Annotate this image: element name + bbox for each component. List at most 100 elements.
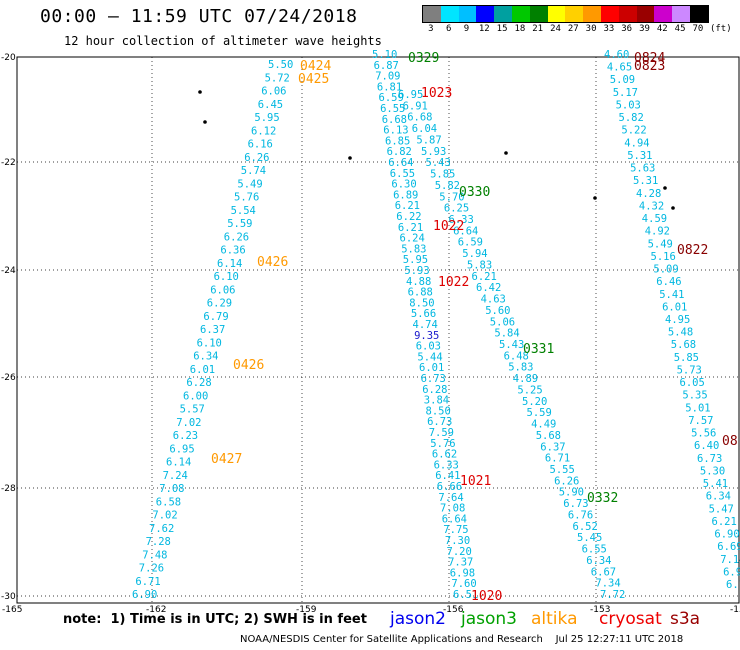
swh-value: 6.22 [396, 211, 421, 223]
swh-value: 4.32 [639, 200, 664, 212]
swh-value: 6.66 [437, 481, 462, 493]
swh-value: 7.30 [445, 535, 470, 547]
swh-value: 6.71 [135, 576, 160, 588]
colorbar-tick-label: 24 [550, 24, 561, 34]
pass-time-label: 0424 [300, 59, 331, 74]
swh-value: 8.50 [409, 297, 434, 309]
swh-value: 7.02 [152, 510, 177, 522]
swh-value: 3.84 [424, 395, 449, 407]
swh-value: 6.10 [197, 337, 222, 349]
island-marker [198, 90, 202, 94]
footer-credit: NOAA/NESDIS Center for Satellite Applica… [240, 634, 684, 645]
pass-time-label: 0822 [677, 243, 708, 258]
swh-value: 6.21 [398, 222, 423, 234]
swh-value: 8.50 [426, 405, 451, 417]
swh-value: 4.88 [406, 276, 431, 288]
colorbar-swatch [654, 6, 673, 22]
island-marker [663, 186, 667, 190]
swh-value: 7.20 [447, 546, 472, 558]
swh-value: 6.68 [407, 112, 432, 124]
legend-altika: altika [531, 609, 578, 629]
island-marker [504, 151, 508, 155]
pass-time-label: 1022 [438, 275, 469, 290]
colorbar-tick-label: 30 [585, 24, 597, 34]
swh-value: 5.41 [703, 478, 728, 490]
swh-value: 7.59 [429, 427, 454, 439]
swh-value: 6.14 [217, 258, 242, 270]
swh-value: 5.45 [577, 532, 602, 544]
pass-time-label: 0426 [257, 255, 288, 270]
swh-value: 6.64 [453, 225, 478, 237]
swh-value: 6.06 [261, 86, 286, 98]
colorbar-swatch [547, 6, 566, 22]
swh-value: 5.31 [627, 150, 652, 162]
swh-value: 6.73 [427, 416, 452, 428]
swh-value: 5.59 [527, 407, 552, 419]
swh-value: 6.34 [193, 351, 218, 363]
colorbar-tick-label: 42 [656, 24, 668, 34]
pass-time-label: 1023 [421, 86, 452, 101]
longitude-label: -156 [443, 605, 464, 615]
swh-value: 5.49 [648, 238, 673, 250]
swh-value: 6.55 [582, 544, 607, 556]
swh-value: 6.26 [224, 231, 249, 243]
swh-value: 5.50 [268, 59, 293, 71]
swh-value: 5.31 [633, 175, 658, 187]
swh-value: 6.21 [472, 271, 497, 283]
swh-value: 5.25 [517, 385, 542, 397]
swh-value: 6.64 [442, 513, 467, 525]
swh-value: 6.14 [166, 457, 191, 469]
swh-value: 7.14 [720, 554, 740, 566]
colorbar-tick-label: 15 [496, 24, 508, 34]
swh-value: 5.35 [682, 390, 707, 402]
swh-value: 6.67 [591, 566, 616, 578]
swh-value: 5.01 [685, 402, 710, 414]
note-text: note: 1) Time is in UTC; 2) SWH is in fe… [63, 612, 367, 627]
colorbar-swatch [618, 6, 637, 22]
swh-value: 6.12 [251, 125, 276, 137]
swh-value: 6.05 [680, 377, 705, 389]
colorbar-swatch [423, 6, 441, 22]
swh-value: 6.85 [385, 135, 410, 147]
swh-value: 6.51 [453, 589, 478, 601]
swh-value: 6.62 [432, 449, 457, 461]
pass-time-label: 0332 [587, 491, 618, 506]
swh-value: 5.68 [671, 339, 696, 351]
swh-value: 5.03 [616, 100, 641, 112]
swh-value: 6.52 [573, 521, 598, 533]
swh-value: 7.09 [375, 71, 400, 83]
swh-value: 6.01 [190, 364, 215, 376]
island-marker [203, 120, 207, 124]
swh-value: 6.73 [697, 453, 722, 465]
swh-value: 4.89 [513, 373, 538, 385]
legend-jason3: jason3 [461, 609, 517, 629]
swh-value: 7.24 [163, 470, 188, 482]
swh-value: 5.63 [630, 163, 655, 175]
colorbar-swatch [600, 6, 619, 22]
colorbar-swatch [565, 6, 584, 22]
swh-value: 7.57 [688, 415, 713, 427]
colorbar-tick-label: 9 [463, 24, 470, 34]
swh-value: 6.03 [416, 341, 441, 353]
latitude-label: -22 [1, 158, 16, 168]
swh-value: 5.16 [651, 251, 676, 263]
island-marker [348, 156, 352, 160]
swh-value: 5.83 [467, 260, 492, 272]
swh-value: 6.98 [450, 567, 475, 579]
swh-value: 5.59 [227, 218, 252, 230]
swh-value: 7.37 [448, 557, 473, 569]
swh-value: 6.87 [374, 60, 399, 72]
swh-value: 6.34 [586, 555, 611, 567]
map-title: 00:00 – 11:59 UTC 07/24/2018 [40, 6, 358, 27]
swh-value: 5.10 [372, 49, 397, 61]
colorbar-unit: (ft) [709, 24, 732, 34]
swh-value: 5.76 [234, 192, 259, 204]
colorbar-swatch [476, 6, 495, 22]
swh-value: 6.1 [726, 579, 740, 591]
swh-value: 5.68 [536, 430, 561, 442]
swh-value: 6.04 [412, 123, 437, 135]
swh-value: 6.24 [400, 233, 425, 245]
pass-time-label: 0425 [298, 72, 329, 87]
